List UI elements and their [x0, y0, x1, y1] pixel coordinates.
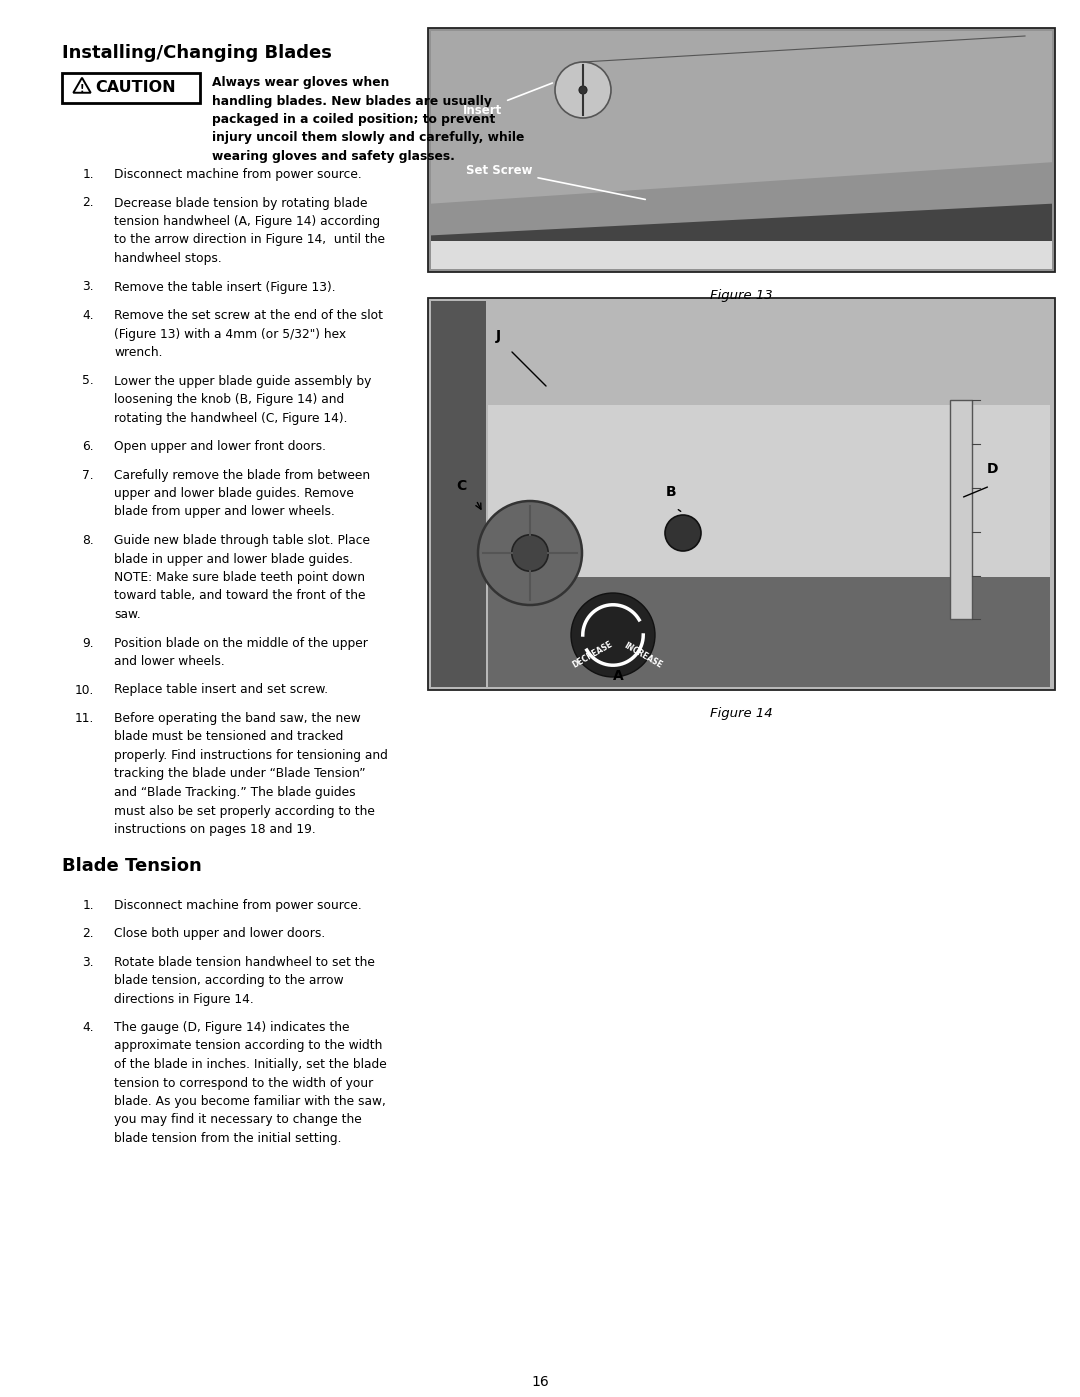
Text: must also be set properly according to the: must also be set properly according to t…: [114, 805, 375, 817]
Circle shape: [478, 502, 582, 605]
Text: and lower wheels.: and lower wheels.: [114, 655, 225, 668]
Text: INCREASE: INCREASE: [622, 641, 664, 671]
Text: 2.: 2.: [82, 928, 94, 940]
Text: and “Blade Tracking.” The blade guides: and “Blade Tracking.” The blade guides: [114, 787, 355, 799]
Text: 8.: 8.: [82, 534, 94, 548]
Text: tension handwheel (A, Figure 14) according: tension handwheel (A, Figure 14) accordi…: [114, 215, 380, 228]
Text: saw.: saw.: [114, 608, 140, 622]
Text: properly. Find instructions for tensioning and: properly. Find instructions for tensioni…: [114, 749, 388, 761]
Text: Lower the upper blade guide assembly by: Lower the upper blade guide assembly by: [114, 374, 372, 387]
FancyBboxPatch shape: [950, 400, 972, 619]
Text: 9.: 9.: [82, 637, 94, 650]
Text: 16: 16: [531, 1375, 549, 1389]
Text: wearing gloves and safety glasses.: wearing gloves and safety glasses.: [212, 149, 455, 163]
Text: you may find it necessary to change the: you may find it necessary to change the: [114, 1113, 362, 1126]
Text: Always wear gloves when: Always wear gloves when: [212, 75, 390, 89]
Text: D: D: [987, 462, 999, 476]
FancyBboxPatch shape: [428, 28, 1055, 272]
Text: The gauge (D, Figure 14) indicates the: The gauge (D, Figure 14) indicates the: [114, 1021, 350, 1034]
Text: injury uncoil them slowly and carefully, while: injury uncoil them slowly and carefully,…: [212, 131, 525, 144]
Text: (Figure 13) with a 4mm (or 5/32") hex: (Figure 13) with a 4mm (or 5/32") hex: [114, 327, 346, 341]
Text: blade from upper and lower wheels.: blade from upper and lower wheels.: [114, 506, 335, 518]
Text: NOTE: Make sure blade teeth point down: NOTE: Make sure blade teeth point down: [114, 571, 365, 584]
FancyBboxPatch shape: [428, 298, 1055, 690]
Text: DECREASE: DECREASE: [570, 640, 613, 671]
Text: Replace table insert and set screw.: Replace table insert and set screw.: [114, 683, 328, 697]
Text: blade in upper and lower blade guides.: blade in upper and lower blade guides.: [114, 552, 353, 566]
Text: Figure 14: Figure 14: [711, 707, 773, 719]
Text: 10.: 10.: [75, 683, 94, 697]
Polygon shape: [431, 31, 1052, 204]
Text: loosening the knob (B, Figure 14) and: loosening the knob (B, Figure 14) and: [114, 393, 345, 407]
FancyBboxPatch shape: [488, 577, 1050, 687]
Text: Rotate blade tension handwheel to set the: Rotate blade tension handwheel to set th…: [114, 956, 375, 968]
Text: Disconnect machine from power source.: Disconnect machine from power source.: [114, 898, 362, 911]
Text: wrench.: wrench.: [114, 346, 162, 359]
Text: 3.: 3.: [82, 281, 94, 293]
Circle shape: [512, 535, 549, 571]
Text: upper and lower blade guides. Remove: upper and lower blade guides. Remove: [114, 488, 354, 500]
Text: 6.: 6.: [82, 440, 94, 453]
Text: !: !: [80, 84, 84, 94]
Circle shape: [579, 87, 588, 94]
Text: 3.: 3.: [82, 956, 94, 968]
Text: Open upper and lower front doors.: Open upper and lower front doors.: [114, 440, 326, 453]
Text: Carefully remove the blade from between: Carefully remove the blade from between: [114, 468, 370, 482]
Text: instructions on pages 18 and 19.: instructions on pages 18 and 19.: [114, 823, 315, 835]
Text: A: A: [612, 669, 623, 683]
Text: Before operating the band saw, the new: Before operating the band saw, the new: [114, 712, 361, 725]
Text: 4.: 4.: [82, 309, 94, 321]
Text: handling blades. New blades are usually: handling blades. New blades are usually: [212, 95, 491, 108]
Text: approximate tension according to the width: approximate tension according to the wid…: [114, 1039, 382, 1052]
Text: blade. As you become familiar with the saw,: blade. As you become familiar with the s…: [114, 1095, 386, 1108]
Text: to the arrow direction in Figure 14,  until the: to the arrow direction in Figure 14, unt…: [114, 233, 384, 246]
Text: toward table, and toward the front of the: toward table, and toward the front of th…: [114, 590, 365, 602]
Text: tension to correspond to the width of your: tension to correspond to the width of yo…: [114, 1077, 374, 1090]
Text: B: B: [666, 485, 677, 499]
Text: Installing/Changing Blades: Installing/Changing Blades: [62, 43, 332, 61]
Text: Blade Tension: Blade Tension: [62, 856, 202, 875]
Text: 2.: 2.: [82, 197, 94, 210]
FancyBboxPatch shape: [488, 405, 1050, 687]
Text: directions in Figure 14.: directions in Figure 14.: [114, 992, 254, 1006]
Text: 1.: 1.: [82, 168, 94, 182]
FancyBboxPatch shape: [62, 73, 200, 102]
Text: J: J: [496, 330, 501, 344]
Text: blade tension, according to the arrow: blade tension, according to the arrow: [114, 974, 343, 988]
Text: 11.: 11.: [75, 712, 94, 725]
FancyBboxPatch shape: [431, 300, 486, 687]
Circle shape: [555, 61, 611, 117]
Text: Remove the set screw at the end of the slot: Remove the set screw at the end of the s…: [114, 309, 383, 321]
Polygon shape: [431, 204, 1052, 270]
Polygon shape: [73, 78, 91, 92]
Text: CAUTION: CAUTION: [95, 80, 176, 95]
Text: Guide new blade through table slot. Place: Guide new blade through table slot. Plac…: [114, 534, 370, 548]
Text: Disconnect machine from power source.: Disconnect machine from power source.: [114, 168, 362, 182]
Text: Insert: Insert: [463, 82, 552, 116]
Text: Position blade on the middle of the upper: Position blade on the middle of the uppe…: [114, 637, 368, 650]
Text: blade must be tensioned and tracked: blade must be tensioned and tracked: [114, 731, 343, 743]
Text: handwheel stops.: handwheel stops.: [114, 251, 221, 265]
Text: tracking the blade under “Blade Tension”: tracking the blade under “Blade Tension”: [114, 767, 366, 781]
Circle shape: [571, 592, 654, 678]
Text: 7.: 7.: [82, 468, 94, 482]
Text: blade tension from the initial setting.: blade tension from the initial setting.: [114, 1132, 341, 1146]
Circle shape: [665, 515, 701, 550]
Text: 5.: 5.: [82, 374, 94, 387]
Text: Figure 13: Figure 13: [711, 289, 773, 302]
Text: Decrease blade tension by rotating blade: Decrease blade tension by rotating blade: [114, 197, 367, 210]
Text: rotating the handwheel (C, Figure 14).: rotating the handwheel (C, Figure 14).: [114, 412, 348, 425]
Text: of the blade in inches. Initially, set the blade: of the blade in inches. Initially, set t…: [114, 1058, 387, 1071]
Text: packaged in a coiled position; to prevent: packaged in a coiled position; to preven…: [212, 113, 496, 126]
Text: C: C: [456, 479, 467, 493]
Text: 4.: 4.: [82, 1021, 94, 1034]
FancyBboxPatch shape: [431, 242, 1052, 270]
Text: Set Screw: Set Screw: [465, 163, 645, 200]
Text: Remove the table insert (Figure 13).: Remove the table insert (Figure 13).: [114, 281, 336, 293]
Text: Close both upper and lower doors.: Close both upper and lower doors.: [114, 928, 325, 940]
Text: 1.: 1.: [82, 898, 94, 911]
